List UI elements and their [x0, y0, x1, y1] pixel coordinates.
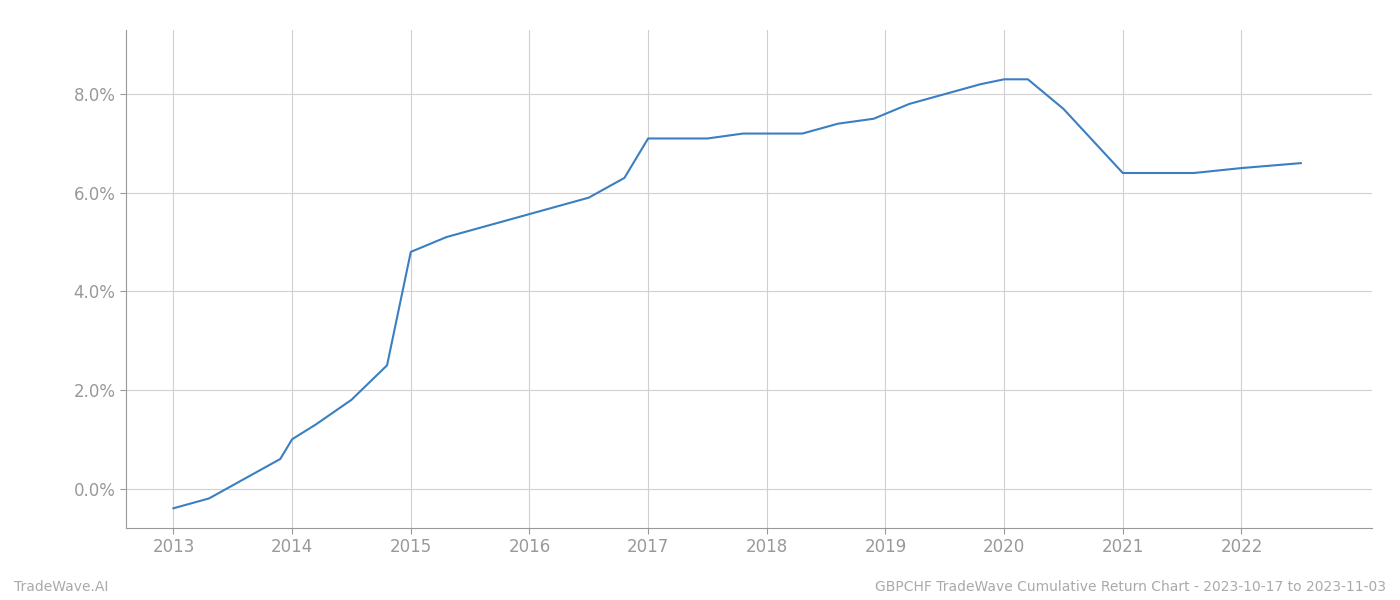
Text: GBPCHF TradeWave Cumulative Return Chart - 2023-10-17 to 2023-11-03: GBPCHF TradeWave Cumulative Return Chart…	[875, 580, 1386, 594]
Text: TradeWave.AI: TradeWave.AI	[14, 580, 108, 594]
